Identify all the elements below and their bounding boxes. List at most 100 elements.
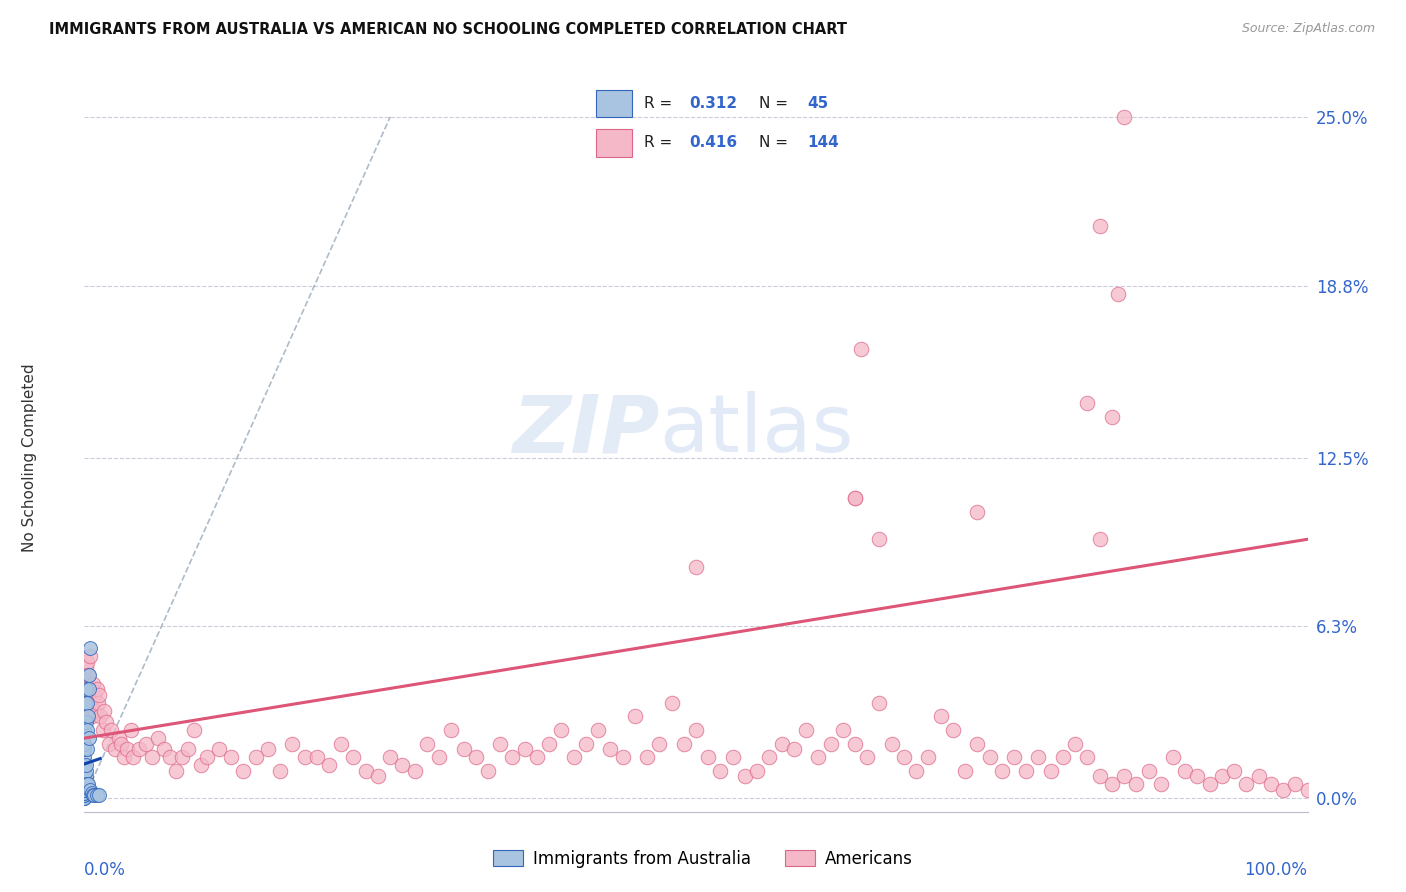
- Point: [73, 786, 96, 800]
- Point: [79, 649, 101, 664]
- Point: [73, 737, 96, 751]
- Point: [330, 737, 353, 751]
- Point: [87, 688, 110, 702]
- Point: [77, 682, 100, 697]
- Point: [489, 737, 512, 751]
- Point: [172, 750, 194, 764]
- Point: [1284, 777, 1306, 791]
- Point: [1187, 769, 1209, 783]
- Point: [440, 723, 463, 737]
- Point: [76, 742, 98, 756]
- Point: [586, 723, 609, 737]
- Point: [612, 750, 634, 764]
- Point: [86, 789, 108, 803]
- Point: [685, 559, 707, 574]
- Point: [75, 777, 97, 791]
- Point: [73, 783, 96, 797]
- Point: [1076, 750, 1098, 764]
- Point: [80, 709, 103, 723]
- Point: [1101, 409, 1123, 424]
- Point: [135, 737, 157, 751]
- Point: [502, 750, 524, 764]
- Point: [747, 764, 769, 778]
- Text: Source: ZipAtlas.com: Source: ZipAtlas.com: [1241, 22, 1375, 36]
- Point: [917, 750, 939, 764]
- Point: [73, 789, 96, 803]
- Text: R =: R =: [644, 136, 672, 151]
- Point: [1076, 396, 1098, 410]
- Point: [73, 777, 96, 791]
- Point: [1260, 777, 1282, 791]
- Text: R =: R =: [644, 95, 672, 111]
- Point: [991, 764, 1014, 778]
- Point: [770, 737, 793, 751]
- Point: [76, 777, 98, 791]
- Point: [110, 737, 132, 751]
- Text: 0.312: 0.312: [689, 95, 737, 111]
- Point: [636, 750, 658, 764]
- Point: [77, 777, 100, 791]
- Point: [281, 737, 304, 751]
- Point: [77, 668, 100, 682]
- Point: [562, 750, 585, 764]
- Point: [979, 750, 1001, 764]
- Point: [404, 764, 426, 778]
- Point: [73, 791, 96, 805]
- Point: [89, 709, 111, 723]
- Point: [245, 750, 267, 764]
- Point: [76, 696, 98, 710]
- Text: 0.416: 0.416: [689, 136, 737, 151]
- Point: [869, 533, 891, 547]
- Point: [305, 750, 328, 764]
- Point: [1052, 750, 1074, 764]
- Point: [73, 769, 96, 783]
- Text: 45: 45: [807, 95, 828, 111]
- Point: [661, 696, 683, 710]
- Point: [73, 783, 96, 797]
- Point: [1161, 750, 1184, 764]
- Point: [1174, 764, 1197, 778]
- Point: [73, 742, 96, 756]
- Point: [966, 737, 988, 751]
- Point: [758, 750, 780, 764]
- Point: [477, 764, 499, 778]
- Point: [76, 655, 98, 669]
- Point: [83, 789, 105, 803]
- Text: N =: N =: [759, 95, 787, 111]
- Point: [648, 737, 671, 751]
- Point: [112, 750, 135, 764]
- Point: [1101, 777, 1123, 791]
- Point: [128, 742, 150, 756]
- Point: [75, 714, 97, 729]
- Point: [73, 758, 96, 772]
- Point: [1296, 783, 1319, 797]
- Point: [929, 709, 952, 723]
- Point: [79, 641, 101, 656]
- Point: [624, 709, 647, 723]
- Point: [73, 789, 96, 803]
- Point: [318, 758, 340, 772]
- Point: [849, 342, 872, 356]
- Point: [354, 764, 377, 778]
- Point: [77, 709, 100, 723]
- Point: [73, 723, 96, 737]
- Point: [75, 682, 97, 697]
- Point: [73, 783, 96, 797]
- Text: 0.0%: 0.0%: [84, 861, 127, 879]
- Point: [1015, 764, 1038, 778]
- Point: [195, 750, 218, 764]
- Point: [146, 731, 169, 746]
- Point: [1247, 769, 1270, 783]
- Point: [844, 491, 866, 506]
- Point: [75, 764, 97, 778]
- Point: [538, 737, 561, 751]
- Point: [685, 723, 707, 737]
- Point: [294, 750, 316, 764]
- Point: [1064, 737, 1087, 751]
- Point: [73, 704, 96, 718]
- Point: [269, 764, 291, 778]
- Point: [84, 704, 107, 718]
- Point: [73, 696, 96, 710]
- Point: [83, 688, 105, 702]
- Point: [1107, 287, 1129, 301]
